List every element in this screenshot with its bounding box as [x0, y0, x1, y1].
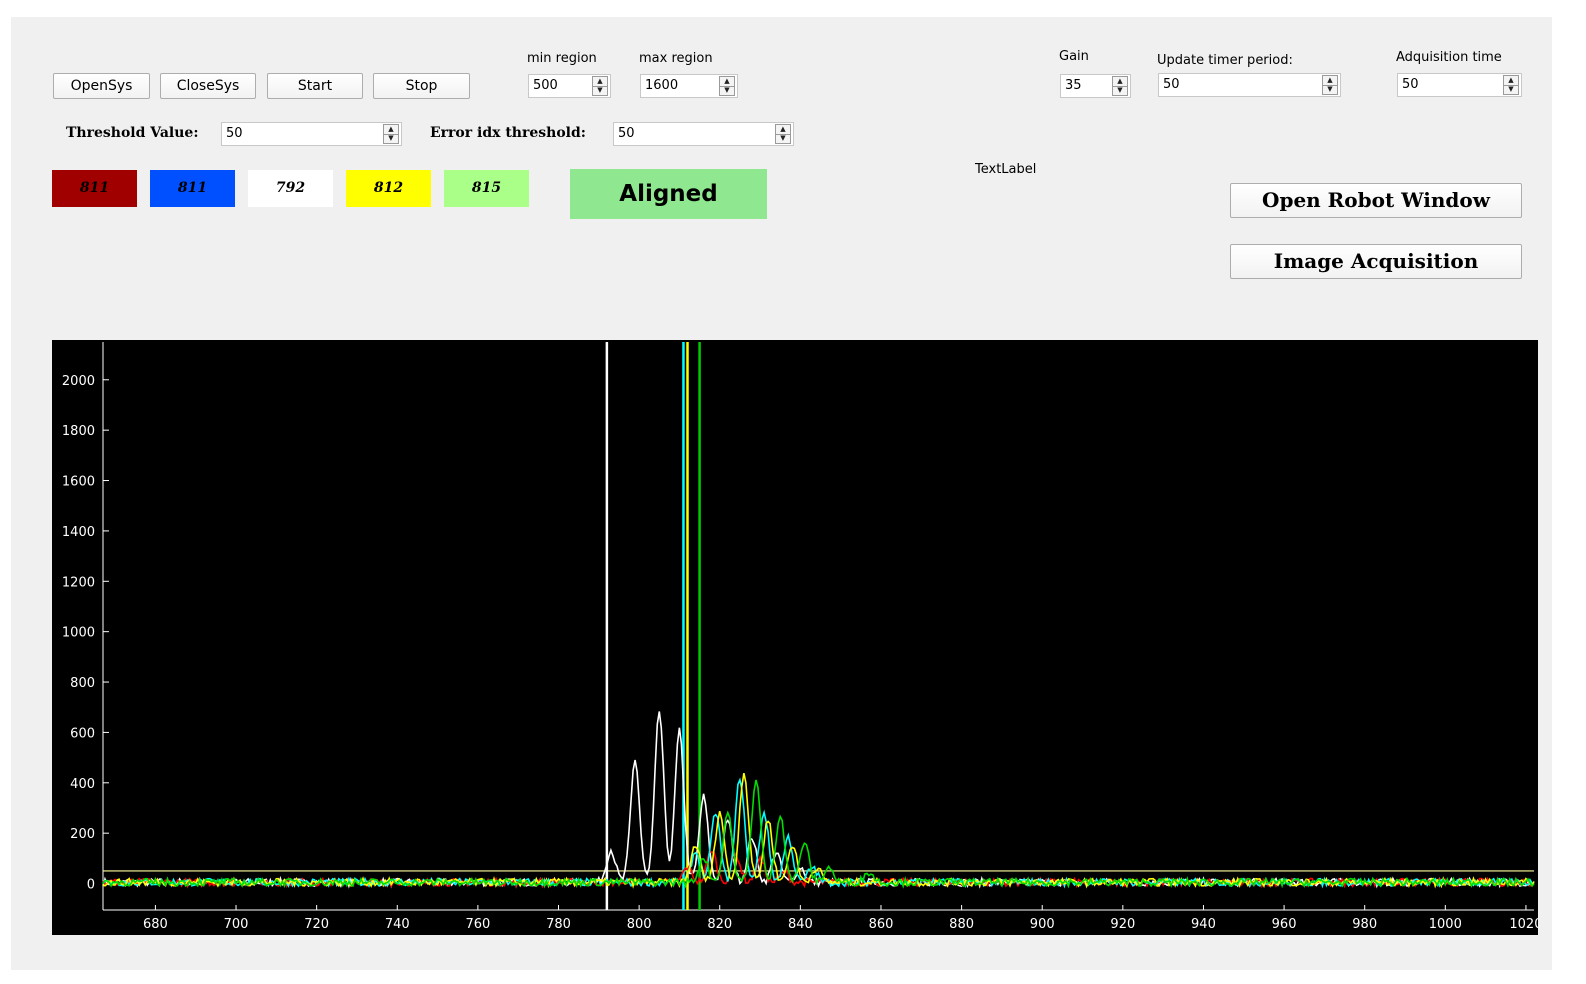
y-tick-label: 200: [70, 827, 95, 842]
spin-up-icon[interactable]: ▲: [1323, 76, 1337, 86]
min-region-value: 500: [533, 78, 558, 93]
error-idx-spin-arrows[interactable]: ▲ ▼: [775, 124, 791, 144]
y-tick-label: 1000: [62, 626, 95, 641]
error-idx-threshold-value: 50: [618, 126, 635, 141]
opensys-button[interactable]: OpenSys: [53, 73, 150, 99]
spin-up-icon[interactable]: ▲: [384, 125, 398, 135]
spin-down-icon[interactable]: ▼: [388, 134, 394, 142]
main-window: OpenSys CloseSys Start Stop min region 5…: [11, 17, 1552, 970]
spectrum-plot-svg: 0 200 400 600 800 1000 1200 1400 1600 1800 2000 680…: [62, 342, 1542, 932]
x-tick-label: 740: [385, 917, 410, 932]
stop-button[interactable]: Stop: [373, 73, 470, 99]
spin-down-icon[interactable]: ▼: [780, 134, 786, 142]
x-tick-label: 700: [224, 917, 249, 932]
spectrum-series-line: [102, 711, 1535, 889]
y-tick-label: 1400: [62, 525, 95, 540]
spin-down-icon[interactable]: ▼: [1327, 85, 1333, 93]
peak-swatch-white: 792: [248, 170, 333, 207]
gain-spin-arrows[interactable]: ▲ ▼: [1112, 76, 1128, 96]
max-region-value: 1600: [645, 78, 679, 93]
max-region-spinbox[interactable]: 1600 ▲ ▼: [640, 74, 738, 98]
y-tick-label: 400: [70, 777, 95, 792]
update-timer-value: 50: [1163, 77, 1180, 92]
x-tick-label: 980: [1352, 917, 1377, 932]
spin-up-icon[interactable]: ▲: [776, 125, 790, 135]
y-tick-label: 0: [87, 878, 95, 893]
error-idx-threshold-spinbox[interactable]: 50 ▲ ▼: [613, 122, 794, 146]
y-tick-label: 600: [70, 726, 95, 741]
min-region-spinbox[interactable]: 500 ▲ ▼: [528, 74, 611, 98]
threshold-spin-arrows[interactable]: ▲ ▼: [383, 124, 399, 144]
x-tick-label: 780: [546, 917, 571, 932]
peak-swatch-yellow: 812: [346, 170, 431, 207]
open-robot-window-button[interactable]: Open Robot Window: [1230, 183, 1522, 218]
update-timer-label: Update timer period:: [1157, 53, 1293, 68]
spin-up-icon[interactable]: ▲: [720, 77, 734, 87]
y-tick-label: 2000: [62, 374, 95, 389]
x-tick-label: 900: [1030, 917, 1055, 932]
peak-swatch-red: 811: [52, 170, 137, 207]
x-tick-label: 920: [1110, 917, 1135, 932]
acquisition-time-value: 50: [1402, 77, 1419, 92]
x-tick-label: 1020: [1509, 917, 1538, 932]
peak-swatch-green: 815: [444, 170, 529, 207]
start-button[interactable]: Start: [267, 73, 363, 99]
x-tick-label: 840: [788, 917, 813, 932]
x-tick-label: 880: [949, 917, 974, 932]
x-tick-label: 680: [143, 917, 168, 932]
gain-label: Gain: [1059, 49, 1089, 64]
spectrum-series-line: [102, 777, 1535, 889]
x-tick-label: 860: [869, 917, 894, 932]
max-region-label: max region: [639, 51, 713, 66]
threshold-value-label: Threshold Value:: [66, 125, 199, 141]
update-timer-spinbox[interactable]: 50 ▲ ▼: [1158, 73, 1341, 97]
threshold-value-value: 50: [226, 126, 243, 141]
threshold-value-spinbox[interactable]: 50 ▲ ▼: [221, 122, 402, 146]
spin-up-icon[interactable]: ▲: [1504, 76, 1518, 86]
spectrum-series-line: [102, 779, 1535, 889]
error-idx-threshold-label: Error idx threshold:: [430, 125, 586, 141]
gain-value: 35: [1065, 78, 1082, 93]
text-label: TextLabel: [975, 162, 1037, 177]
min-region-label: min region: [527, 51, 597, 66]
y-tick-label: 800: [70, 676, 95, 691]
max-region-spin-arrows[interactable]: ▲ ▼: [719, 76, 735, 96]
acquisition-time-label: Adquisition time: [1396, 50, 1502, 65]
acquisition-time-spin-arrows[interactable]: ▲ ▼: [1503, 75, 1519, 95]
spin-up-icon[interactable]: ▲: [1113, 77, 1127, 87]
image-acquisition-button[interactable]: Image Acquisition: [1230, 244, 1522, 279]
x-tick-label: 820: [707, 917, 732, 932]
x-tick-label: 720: [304, 917, 329, 932]
closesys-button[interactable]: CloseSys: [160, 73, 256, 99]
aligned-status: Aligned: [570, 169, 767, 219]
x-tick-label: 800: [627, 917, 652, 932]
gain-spinbox[interactable]: 35 ▲ ▼: [1060, 74, 1131, 98]
spectrum-plot: 0 200 400 600 800 1000 1200 1400 1600 1800 2000 680…: [52, 340, 1542, 935]
y-tick-label: 1800: [62, 424, 95, 439]
x-tick-label: 760: [465, 917, 490, 932]
spectrum-series-line: [102, 772, 1535, 889]
y-tick-label: 1200: [62, 575, 95, 590]
y-tick-label: 1600: [62, 475, 95, 490]
spin-down-icon[interactable]: ▼: [724, 86, 730, 94]
spin-down-icon[interactable]: ▼: [597, 86, 603, 94]
x-tick-label: 940: [1191, 917, 1216, 932]
x-tick-label: 1000: [1429, 917, 1462, 932]
min-region-spin-arrows[interactable]: ▲ ▼: [592, 76, 608, 96]
update-timer-spin-arrows[interactable]: ▲ ▼: [1322, 75, 1338, 95]
spin-down-icon[interactable]: ▼: [1117, 86, 1123, 94]
acquisition-time-spinbox[interactable]: 50 ▲ ▼: [1397, 73, 1522, 97]
spin-up-icon[interactable]: ▲: [593, 77, 607, 87]
spin-down-icon[interactable]: ▼: [1508, 85, 1514, 93]
peak-swatch-blue: 811: [150, 170, 235, 207]
x-tick-label: 960: [1272, 917, 1297, 932]
